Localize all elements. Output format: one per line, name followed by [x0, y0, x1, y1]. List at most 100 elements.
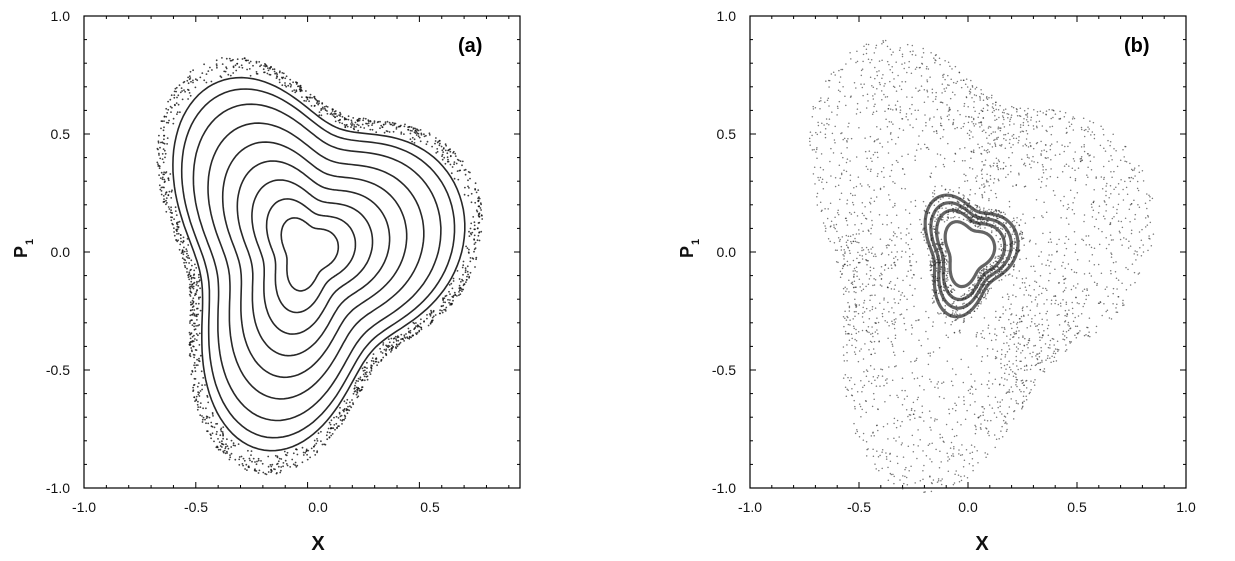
- data-point: [1053, 350, 1055, 352]
- data-point: [388, 121, 391, 124]
- data-point: [872, 154, 875, 156]
- data-point: [938, 313, 940, 315]
- data-point: [989, 263, 992, 266]
- data-point: [1000, 243, 1002, 246]
- data-point: [824, 133, 827, 136]
- data-point: [1063, 335, 1066, 337]
- data-point: [260, 460, 262, 462]
- data-point: [948, 106, 951, 109]
- data-point: [929, 260, 932, 262]
- data-point: [1127, 247, 1130, 249]
- data-point: [987, 327, 989, 329]
- data-point: [986, 453, 989, 455]
- data-point: [1001, 115, 1004, 117]
- data-point: [441, 158, 444, 161]
- data-point: [889, 280, 892, 283]
- data-point: [833, 241, 836, 244]
- data-point: [1134, 250, 1136, 252]
- data-point: [1072, 285, 1075, 287]
- data-point: [464, 186, 466, 189]
- data-point: [467, 194, 470, 197]
- data-point: [1079, 160, 1082, 163]
- data-point: [890, 251, 893, 253]
- data-point: [1069, 189, 1072, 191]
- data-point: [981, 336, 983, 338]
- data-point: [478, 239, 481, 242]
- data-point: [441, 309, 443, 312]
- data-point: [890, 53, 893, 56]
- data-point: [1065, 287, 1067, 289]
- data-point: [194, 338, 196, 340]
- data-point: [163, 149, 166, 152]
- data-point: [1026, 305, 1028, 308]
- data-point: [980, 88, 982, 91]
- data-point: [893, 311, 895, 314]
- data-point: [1041, 263, 1043, 265]
- data-point: [983, 207, 985, 209]
- data-point: [162, 148, 165, 151]
- data-point: [373, 120, 376, 123]
- data-point: [1103, 178, 1105, 180]
- data-point: [894, 202, 896, 205]
- data-point: [991, 407, 994, 409]
- data-point: [1035, 243, 1037, 245]
- data-point: [1065, 163, 1068, 166]
- data-point: [379, 120, 381, 123]
- data-point: [947, 216, 950, 219]
- data-point: [942, 163, 945, 166]
- data-point: [867, 100, 869, 102]
- data-point: [193, 269, 196, 272]
- data-point: [188, 278, 191, 281]
- data-point: [1113, 170, 1115, 173]
- data-point: [1062, 205, 1065, 207]
- data-point: [871, 252, 873, 254]
- data-point: [256, 460, 258, 463]
- data-point: [844, 330, 847, 333]
- data-point: [889, 198, 891, 201]
- data-point: [1129, 162, 1131, 165]
- data-point: [858, 403, 861, 405]
- data-point: [865, 48, 868, 50]
- data-point: [247, 449, 249, 452]
- data-point: [865, 411, 867, 414]
- data-point: [445, 306, 448, 309]
- data-point: [860, 74, 863, 77]
- data-point: [295, 466, 298, 468]
- data-point: [215, 59, 218, 62]
- data-point: [1133, 199, 1135, 202]
- data-point: [955, 207, 957, 209]
- data-point: [854, 298, 856, 301]
- data-point: [418, 136, 421, 139]
- data-point: [844, 310, 846, 312]
- data-point: [982, 269, 984, 271]
- data-point: [1021, 278, 1024, 280]
- data-point: [323, 443, 325, 446]
- data-point: [197, 284, 200, 287]
- data-point: [1025, 289, 1028, 292]
- data-point: [1115, 186, 1117, 189]
- data-point: [917, 445, 919, 447]
- data-point: [936, 108, 939, 111]
- data-point: [981, 355, 984, 358]
- data-point: [941, 185, 943, 187]
- data-point: [443, 297, 446, 300]
- data-point: [478, 215, 481, 218]
- data-point: [177, 232, 180, 235]
- data-point: [995, 210, 998, 213]
- data-point: [178, 248, 181, 251]
- data-point: [855, 87, 857, 89]
- data-point: [219, 445, 222, 447]
- data-point: [926, 248, 929, 250]
- data-point: [464, 173, 467, 176]
- data-point: [865, 285, 867, 288]
- data-point: [1022, 130, 1025, 133]
- data-point: [356, 392, 359, 394]
- data-point: [1087, 130, 1089, 133]
- data-point: [868, 230, 870, 232]
- data-point: [450, 282, 453, 285]
- data-point: [1007, 173, 1009, 176]
- data-point: [907, 415, 909, 418]
- data-point: [996, 401, 999, 403]
- data-point: [180, 87, 183, 89]
- data-point: [974, 424, 976, 427]
